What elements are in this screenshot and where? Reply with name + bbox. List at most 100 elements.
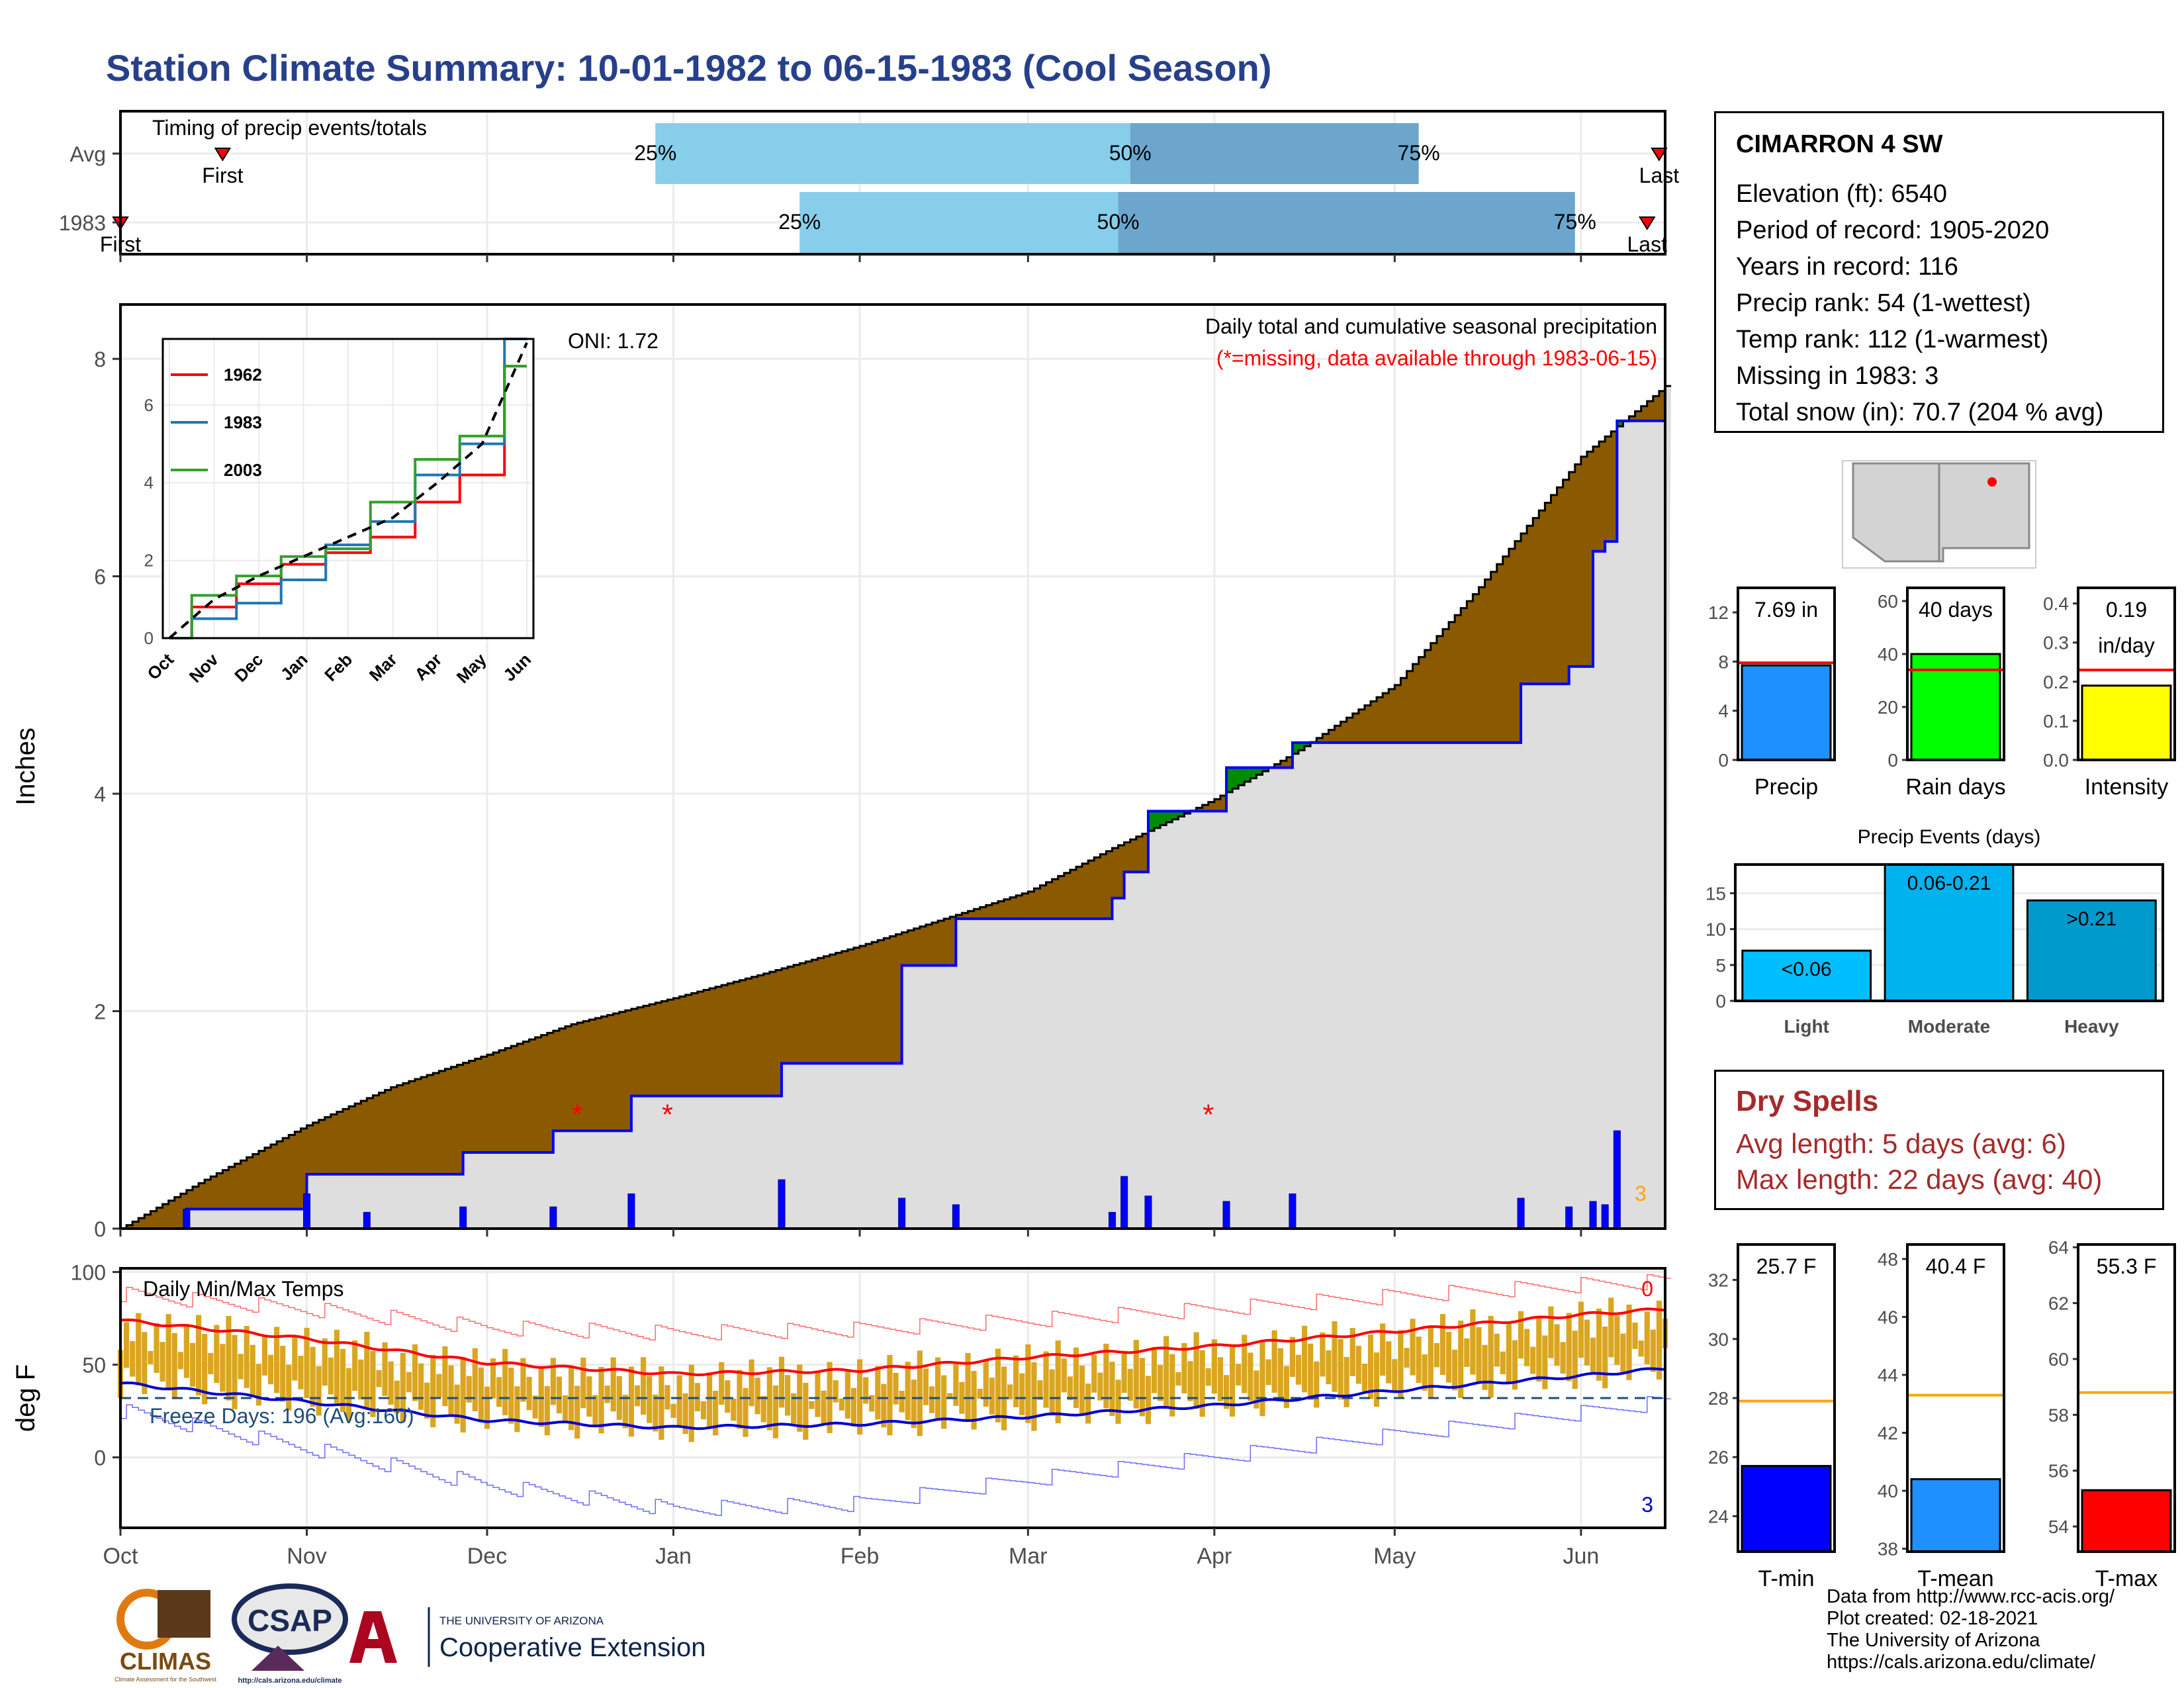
deficit-fill <box>1088 860 1095 919</box>
daily-temp-bar <box>496 1377 502 1407</box>
deficit-fill <box>781 968 788 1064</box>
daily-temp-bar <box>1542 1335 1548 1389</box>
deficit-fill <box>1340 722 1347 743</box>
deficit-fill <box>523 1041 530 1153</box>
deficit-fill <box>1659 391 1666 421</box>
daily-temp-bar <box>274 1327 280 1393</box>
daily-temp-bar <box>195 1315 202 1396</box>
climas-logo-subtext: Climate Assessment for the Southwest <box>114 1676 217 1683</box>
daily-temp-bar <box>1302 1325 1308 1393</box>
avg-cumulative-area <box>120 386 1672 1229</box>
daily-temp-bar <box>484 1386 490 1429</box>
x-tick-label: Mar <box>1009 1544 1048 1569</box>
deficit-fill <box>1580 456 1588 667</box>
deficit-fill <box>1406 671 1414 743</box>
deficit-fill <box>1286 757 1293 768</box>
inset-series-line <box>168 342 528 639</box>
ua-logo-line1: THE UNIVERSITY OF ARIZONA <box>439 1615 604 1627</box>
daily-temp-bar <box>1416 1336 1422 1383</box>
deficit-fill <box>685 994 692 1096</box>
deficit-fill <box>1605 436 1612 542</box>
csap-logo-text: CSAP <box>248 1603 332 1638</box>
deficit-fill <box>1352 713 1359 743</box>
events-y-tick: 0 <box>1715 991 1726 1011</box>
daily-temp-bar <box>1115 1380 1121 1424</box>
station-info-line: Temp rank: 112 (1-warmest) <box>1736 326 2049 353</box>
surplus-fill <box>1154 811 1161 828</box>
daily-temp-bar <box>965 1352 971 1422</box>
daily-temp-bar <box>1061 1358 1067 1393</box>
daily-temp-bar <box>1422 1354 1428 1391</box>
daily-precip-bar <box>1120 1176 1128 1229</box>
deficit-fill <box>228 1166 236 1209</box>
x-tick-label: Oct <box>103 1544 138 1569</box>
deficit-fill <box>1346 718 1353 743</box>
mini-y-tick: 44 <box>1878 1365 1898 1385</box>
daily-temp-bar <box>1013 1355 1019 1407</box>
deficit-fill <box>1586 451 1594 667</box>
daily-temp-bar <box>935 1357 941 1421</box>
daily-temp-bar <box>310 1346 316 1407</box>
deficit-fill <box>312 1122 320 1174</box>
daily-temp-bar <box>1031 1362 1037 1431</box>
daily-temp-bar <box>749 1359 754 1407</box>
deficit-fill <box>234 1163 242 1209</box>
mini-y-tick: 40 <box>1878 644 1898 665</box>
deficit-fill <box>866 944 872 1064</box>
daily-temp-bar <box>1343 1356 1349 1407</box>
deficit-fill <box>210 1176 217 1209</box>
deficit-fill <box>355 1103 361 1174</box>
deficit-fill <box>373 1095 380 1174</box>
mini-y-tick: 40 <box>1878 1481 1898 1501</box>
mini-y-tick: 24 <box>1708 1506 1729 1526</box>
temp-chart-title: Daily Min/Max Temps <box>143 1277 343 1301</box>
daily-temp-bar <box>1584 1319 1590 1366</box>
mini-y-tick: 0 <box>1718 750 1729 771</box>
daily-temp-bar <box>1433 1343 1439 1368</box>
timing-marker-last <box>1638 216 1656 230</box>
deficit-fill <box>1034 888 1041 919</box>
timing-q50-label: 50% <box>1097 210 1140 234</box>
mini-chart-border <box>1737 1243 1836 1553</box>
deficit-fill <box>499 1050 506 1153</box>
deficit-fill <box>907 930 915 966</box>
oni-label: ONI: 1.72 <box>568 329 659 353</box>
daily-temp-bar <box>616 1376 622 1420</box>
daily-temp-bar <box>1332 1321 1338 1392</box>
daily-temp-bar <box>911 1380 917 1429</box>
daily-temp-bar <box>202 1334 208 1405</box>
deficit-fill <box>649 1004 656 1096</box>
dry-spells-avg: Avg length: 5 days (avg: 6) <box>1736 1128 2066 1159</box>
daily-temp-bar <box>1158 1364 1163 1401</box>
daily-precip-bar <box>778 1179 786 1229</box>
daily-temp-bar <box>322 1338 328 1386</box>
daily-temp-bar <box>839 1398 844 1411</box>
deficit-fill <box>673 998 680 1096</box>
mini-chart-border <box>1737 586 1836 761</box>
x-tick-label: Feb <box>841 1544 880 1569</box>
mini-value-bar <box>2081 1489 2172 1553</box>
y-tick-label: 100 <box>71 1261 106 1285</box>
deficit-fill <box>1484 579 1492 743</box>
mini-chart-border <box>1906 1243 2005 1553</box>
daily-temp-bar <box>670 1403 676 1418</box>
deficit-fill <box>535 1037 542 1153</box>
deficit-fill <box>1100 854 1107 919</box>
deficit-fill <box>367 1098 374 1174</box>
deficit-fill <box>1647 401 1654 421</box>
timing-row-label: Avg <box>69 142 106 166</box>
daily-precip-bar <box>1589 1201 1597 1229</box>
daily-temp-bar <box>1277 1348 1283 1401</box>
daily-temp-bar <box>142 1332 148 1395</box>
daily-temp-bar <box>634 1385 641 1407</box>
deficit-fill <box>919 926 927 966</box>
surplus-fill <box>1232 767 1239 789</box>
events-title: Precip Events (days) <box>1858 826 2041 848</box>
daily-temp-bar <box>760 1395 766 1423</box>
daily-temp-bar <box>1181 1343 1187 1393</box>
deficit-fill <box>283 1138 289 1209</box>
surplus-fill <box>1178 811 1185 817</box>
deficit-fill <box>445 1068 452 1174</box>
daily-temp-bar <box>784 1375 791 1416</box>
daily-temp-bar <box>1308 1343 1314 1400</box>
